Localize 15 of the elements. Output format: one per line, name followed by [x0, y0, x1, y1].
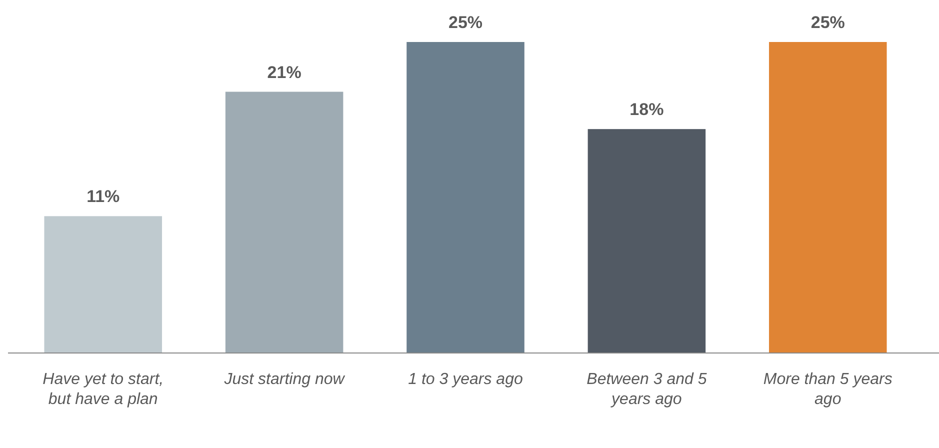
bar [588, 129, 706, 353]
data-label: 21% [267, 62, 302, 82]
bar [225, 92, 344, 353]
x-tick-label: Between 3 and 5 years ago [586, 371, 707, 408]
x-tick-label: Just starting now [223, 371, 346, 388]
x-tick-label: More than 5 years ago [763, 371, 892, 408]
data-label: 25% [448, 13, 483, 32]
x-tick-label: Have yet to start, but have a plan [42, 371, 164, 408]
bar [44, 216, 162, 353]
bar [406, 42, 524, 353]
data-label: 18% [630, 100, 664, 120]
data-label: 11% [86, 187, 120, 206]
data-label: 25% [810, 13, 845, 32]
x-tick-label: 1 to 3 years ago [408, 371, 523, 388]
bar [768, 42, 887, 353]
